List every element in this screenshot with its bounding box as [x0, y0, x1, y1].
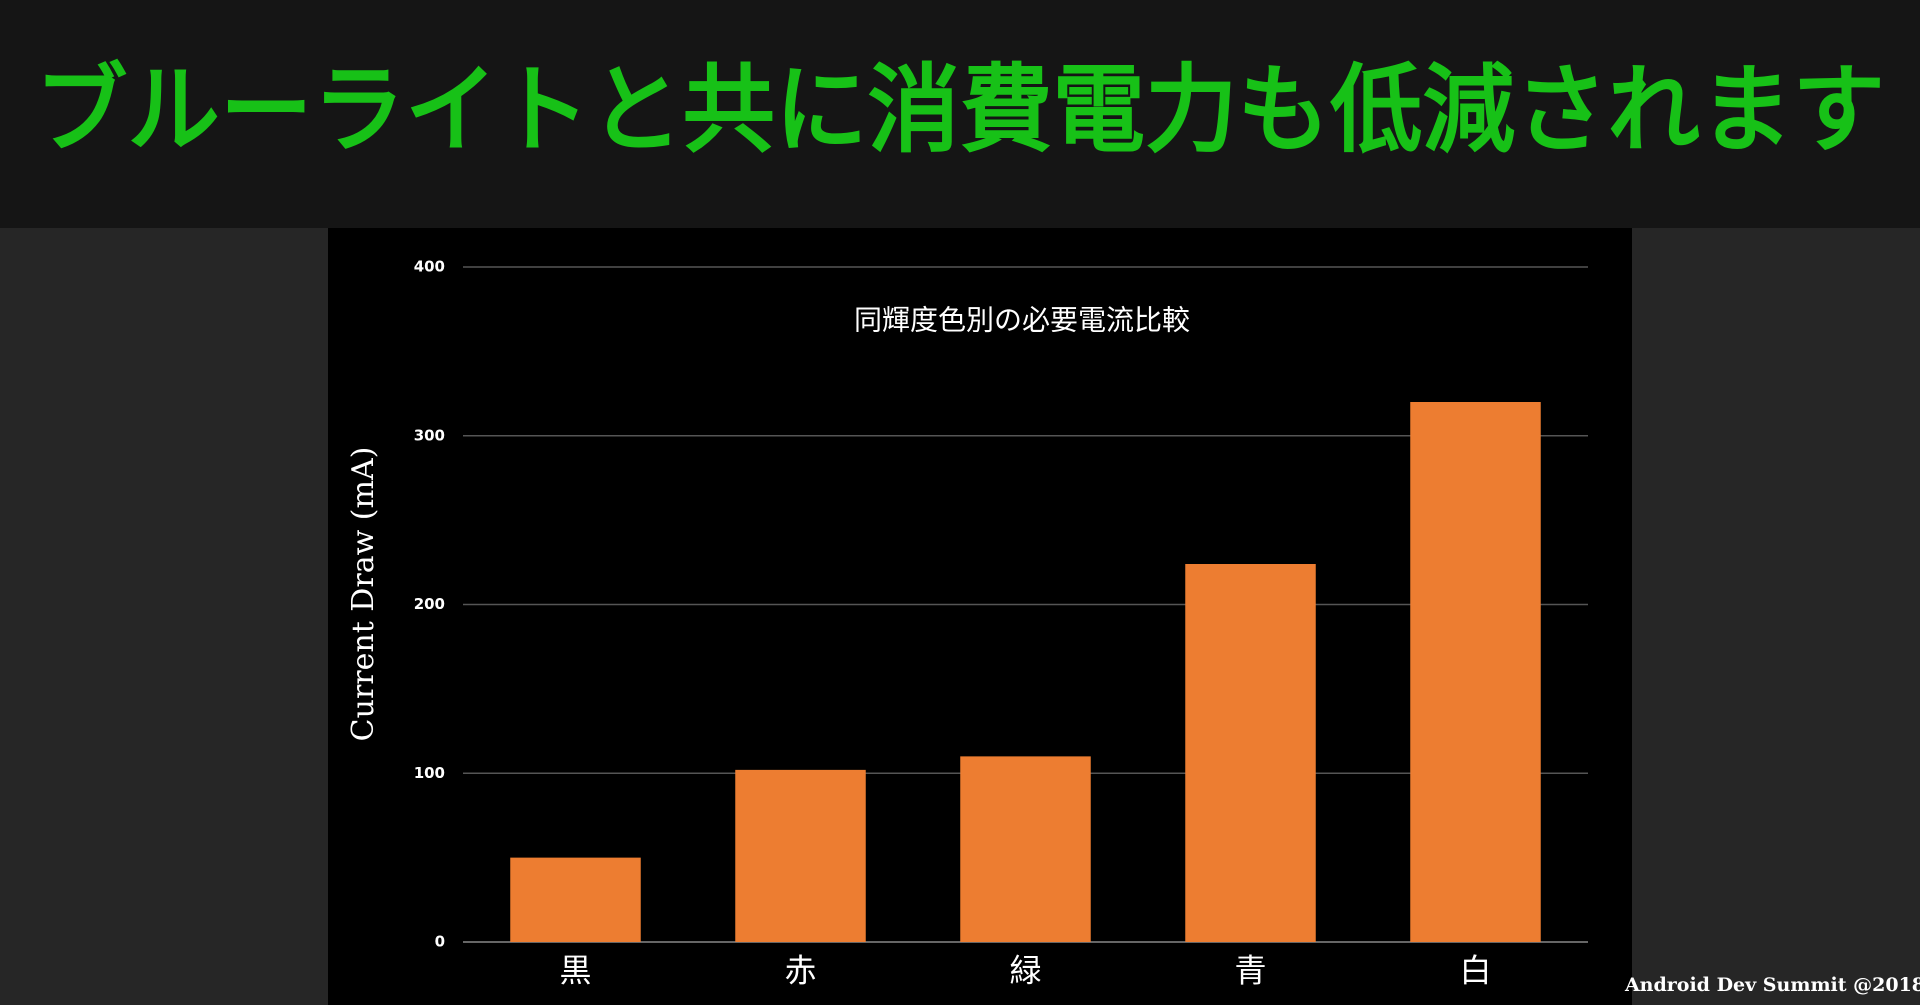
bar: [1410, 402, 1541, 942]
bar: [510, 857, 641, 942]
x-tick-label: 黒: [559, 952, 591, 990]
x-tick-label: 青: [1234, 952, 1266, 990]
y-axis-label: Current Draw (mA): [346, 447, 381, 742]
banner: [0, 0, 1920, 228]
x-tick-label: 赤: [784, 952, 816, 990]
heading: ブルーライトと共に消費電力も低減されます: [35, 53, 1885, 166]
y-tick-label: 400: [414, 258, 445, 276]
bar: [1185, 564, 1316, 942]
bar: [960, 756, 1091, 942]
x-tick-label: 白: [1459, 952, 1491, 990]
chart-title: 同輝度色別の必要電流比較: [854, 304, 1190, 337]
y-tick-label: 0: [435, 933, 445, 951]
y-tick-label: 100: [414, 764, 445, 782]
y-tick-label: 300: [414, 426, 445, 444]
x-tick-label: 緑: [1009, 952, 1041, 990]
footer: Android Dev Summit @2018: [1624, 974, 1920, 996]
bar: [735, 769, 866, 942]
y-tick-label: 200: [414, 595, 445, 613]
